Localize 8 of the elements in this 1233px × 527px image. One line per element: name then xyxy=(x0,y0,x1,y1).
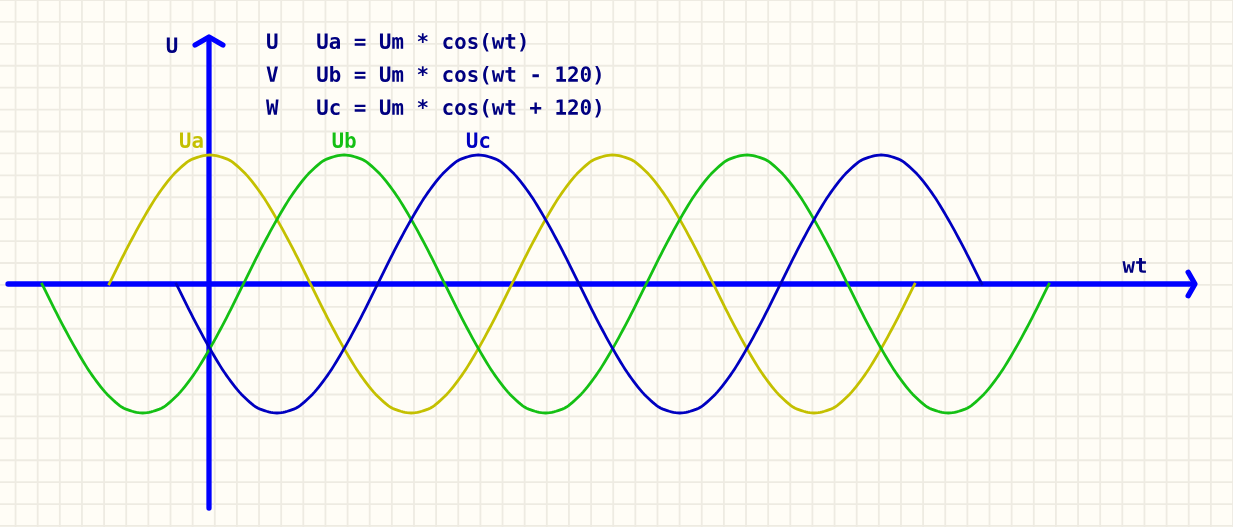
series-label: Ub xyxy=(332,131,356,149)
text: U Ua = Um * cos(wt) xyxy=(267,32,526,52)
text: V Ub = Um * cos(wt - 120) xyxy=(266,65,601,85)
series-label: Ua xyxy=(179,132,203,149)
text: W Uc = Um * cos(wt + 120) xyxy=(266,98,601,118)
series-label: Uc xyxy=(466,132,490,149)
x-axis-title: wt xyxy=(1122,258,1146,273)
y-axis-title: U xyxy=(166,37,178,54)
